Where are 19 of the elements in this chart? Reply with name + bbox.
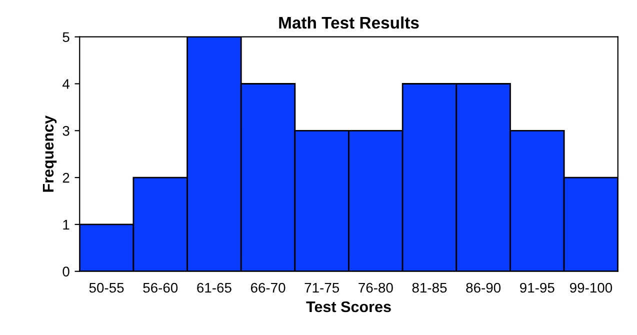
y-axis-title: Frequency	[42, 116, 57, 192]
x-tick-label: 56-60	[143, 282, 178, 293]
y-tick-label: 0	[62, 266, 70, 277]
x-tick-label: 76-80	[358, 282, 393, 293]
x-tick-label: 86-90	[466, 282, 501, 293]
y-tick-label: 1	[63, 220, 70, 230]
x-tick-label: 61-65	[197, 282, 232, 293]
y-tick-label: 4	[62, 79, 70, 89]
x-tick-label: 71-75	[304, 282, 340, 293]
y-tick-label: 3	[62, 126, 70, 136]
x-tick-label: 91-95	[520, 282, 554, 293]
x-tick-label: 81-85	[412, 282, 447, 293]
y-tick-label: 2	[62, 172, 70, 183]
chart-title: Math Test Results	[279, 16, 419, 29]
x-tick-label: 99-100	[570, 282, 612, 293]
x-tick-label: 66-70	[250, 282, 286, 293]
x-tick-label: 50-55	[89, 282, 124, 293]
x-axis-title: Test Scores	[306, 301, 391, 312]
y-tick-label: 5	[62, 32, 70, 42]
